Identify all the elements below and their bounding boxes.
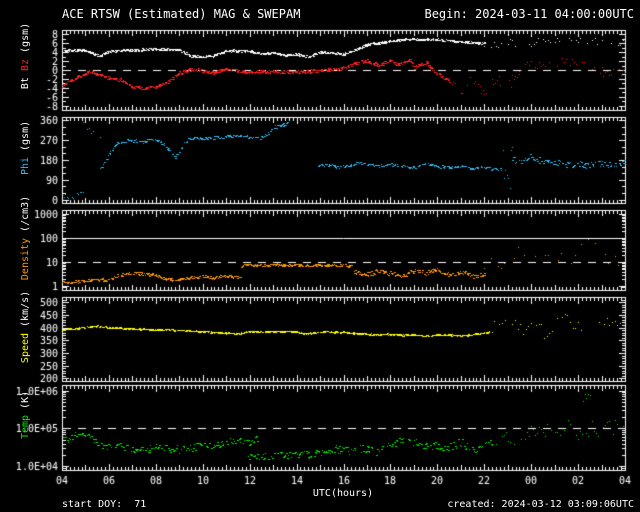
temp-units-label: (K) <box>20 390 31 409</box>
created-timestamp: created: 2024-03-12 03:09:06UTC <box>447 499 634 510</box>
page-title: ACE RTSW (Estimated) MAG & SWEPAM <box>62 7 301 21</box>
panel-phi <box>62 117 625 203</box>
density-units-label: (/cm3) <box>20 195 31 232</box>
panel-temp <box>62 385 625 470</box>
speed-units-label: (km/s) <box>20 290 31 327</box>
start-doy-label: start DOY: 71 <box>62 499 147 510</box>
begin-time-label: Begin: 2024-03-11 04:00:00UTC <box>424 7 634 21</box>
panel-mag-bt-bz <box>62 30 625 110</box>
panel-speed <box>62 297 625 381</box>
temp-label: Temp <box>20 414 31 440</box>
phi-units-label: (gsm) <box>20 120 31 151</box>
y-axis-label-temp: Temp (K) <box>9 327 31 512</box>
mag-units-label: (gsm) <box>20 22 31 53</box>
x-axis-title: UTC(hours) <box>312 488 374 499</box>
panel-density <box>62 210 625 290</box>
